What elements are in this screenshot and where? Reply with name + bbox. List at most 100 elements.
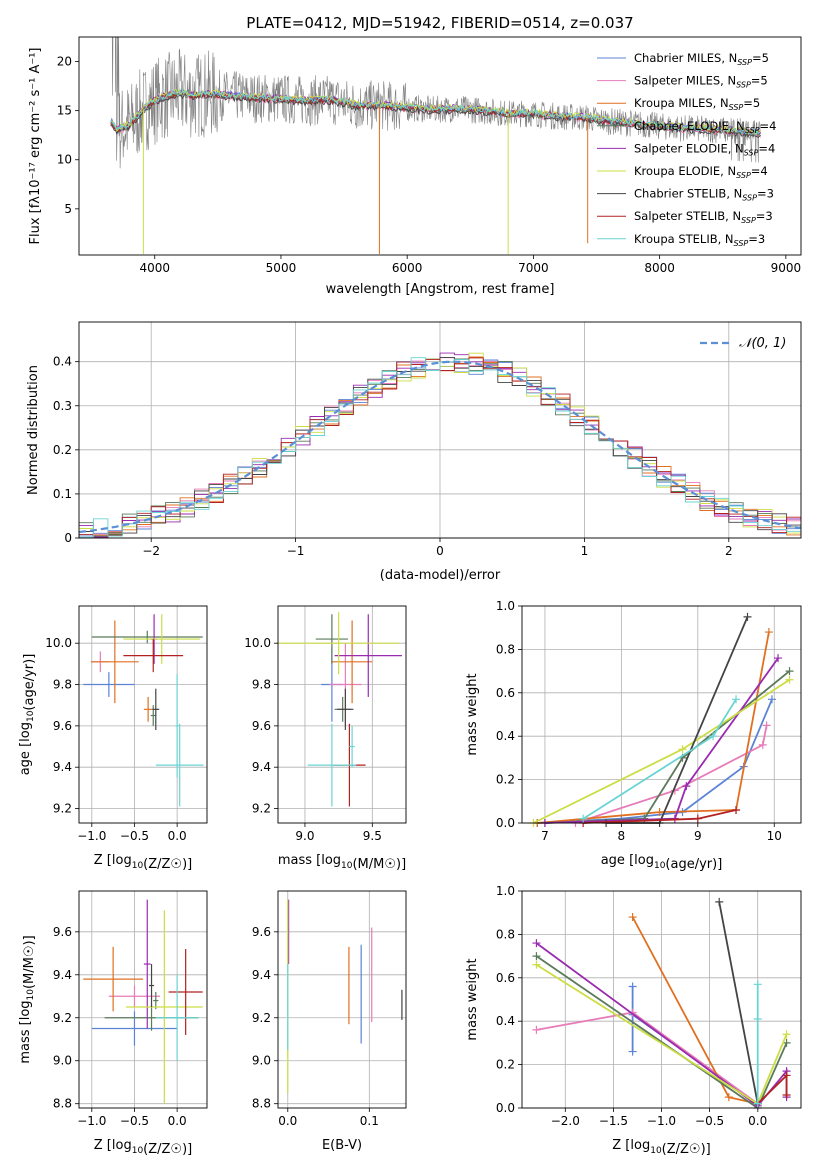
age-vs-mass-panel: 9.0 9.5 9.2 9.4 9.6 9.8 10.0 mass [log10(M/M☉)]: [244, 605, 407, 872]
y-tick-label: 15: [57, 104, 72, 118]
y-tick-label: 0.2: [496, 773, 515, 787]
x-tick-label: −0.5: [695, 1114, 724, 1128]
x-tick-label: 7: [541, 829, 549, 843]
y-tick-label: 0.4: [496, 1014, 515, 1028]
weight-marker: [753, 980, 762, 989]
weight-line: [718, 901, 759, 1104]
weight-marker: [767, 695, 776, 704]
weight-marker: [628, 1047, 637, 1056]
x-tick-label: 0.0: [168, 1114, 187, 1128]
x-tick-label: 9000: [771, 261, 802, 275]
weight-marker: [532, 939, 541, 948]
weight-marker: [693, 814, 702, 823]
legend-entry: Kroupa STELIB, NSSP=3: [634, 232, 765, 248]
weight-marker: [782, 1071, 791, 1080]
weight-marker: [532, 1025, 541, 1034]
legend-entry: Salpeter STELIB, NSSP=3: [634, 209, 773, 225]
legend-entry: Salpeter ELODIE, NSSP=4: [634, 141, 775, 157]
y-tick-label: 0.4: [53, 355, 72, 369]
weight-marker: [628, 913, 637, 922]
x-axis-label: (data-model)/error: [380, 568, 501, 583]
weight-marker: [782, 1030, 791, 1039]
y-tick-label: 0: [64, 531, 72, 545]
x-axis-label: wavelength [Angstrom, rest frame]: [326, 282, 555, 297]
spectrum-plot: [110, 37, 761, 255]
weight-marker: [715, 897, 724, 906]
weight-line: [631, 916, 758, 1105]
x-tick-label: −1: [287, 544, 305, 558]
weight-marker: [758, 740, 767, 749]
y-tick-label: 0.0: [496, 1101, 515, 1115]
legend-entry: Kroupa ELODIE, NSSP=4: [634, 164, 768, 180]
y-tick-label: 9.4: [53, 968, 72, 982]
observed-spectrum: [111, 37, 761, 169]
y-axis-label: Flux [fλ10⁻¹⁷ erg cm⁻² s⁻¹ A⁻¹]: [28, 48, 43, 245]
legend-entry: Kroupa MILES, NSSP=5: [634, 96, 760, 112]
weight-line: [582, 698, 737, 820]
y-tick-label: 10.0: [45, 636, 72, 650]
axes-frame: [521, 605, 802, 824]
x-tick-label: −0.5: [120, 1114, 149, 1128]
error-bars: [83, 614, 204, 807]
x-tick-label: 4000: [139, 261, 170, 275]
weight-marker: [678, 745, 687, 754]
y-tick-label: 5: [64, 202, 72, 216]
error-bars: [83, 899, 203, 1104]
y-tick-label: 9.2: [53, 1011, 72, 1025]
histograms: [79, 352, 801, 538]
weight-marker: [655, 808, 664, 817]
residuals-panel: −2 −1 0 1 2 0 0.1 0.2 0.3 0.4 (data-model)/error No…: [26, 321, 802, 583]
weight-vs-age-panel: 7 8 9 10 0.0 0.2 0.4 0.6 0.8 1.0 age [log10(age/yr…: [465, 599, 802, 872]
weight-vs-Z-panel: −2.0 −1.5 −1.0 −0.5 0.0 0.0 0.2 0.4 0.6 0.8 1.0 Z […: [465, 884, 802, 1157]
y-axis-label: mass weight: [465, 958, 480, 1040]
x-tick-label: 9: [694, 829, 702, 843]
y-tick-label: 0.4: [496, 729, 515, 743]
axes-frame: [521, 890, 802, 1109]
y-tick-label: 8.8: [53, 1097, 72, 1111]
x-tick-label: 0: [436, 544, 444, 558]
panels: 4000 5000 6000 7000 8000 90005101520wavelengt…: [18, 36, 802, 1157]
y-axis-label: mass [log10(M/M☉)]: [18, 935, 37, 1063]
weight-marker: [732, 695, 741, 704]
x-tick-label: −0.5: [120, 829, 149, 843]
x-tick-label: 9.5: [363, 829, 382, 843]
x-tick-label: −1.0: [77, 829, 106, 843]
x-tick-label: 1: [581, 544, 589, 558]
weight-marker: [709, 732, 718, 741]
y-tick-label: 9.2: [53, 802, 72, 816]
y-tick-label: 10.0: [244, 636, 271, 650]
x-axis-label: Z [log10(Z/Z☉)]: [94, 853, 192, 872]
age-vs-Z-panel: −1.0 −0.5 0.0 9.2 9.4 9.6 9.8 10.0 Z [log10(Z/Z☉…: [18, 605, 208, 872]
y-tick-label: 9.4: [252, 968, 271, 982]
y-tick-label: 20: [57, 55, 72, 69]
x-tick-label: 5000: [266, 261, 297, 275]
weight-marker: [579, 814, 588, 823]
figure-title: PLATE=0412, MJD=51942, FIBERID=0514, z=0…: [246, 14, 633, 32]
y-tick-label: 9.8: [53, 678, 72, 692]
y-tick-label: 9.6: [252, 719, 271, 733]
model-spectrum-line: [110, 90, 761, 137]
x-axis-label: E(B-V): [322, 1138, 362, 1153]
histogram-series: [79, 357, 801, 538]
x-tick-label: 0.1: [360, 1114, 379, 1128]
legend-entry: Chabrier STELIB, NSSP=3: [634, 187, 774, 203]
weight-marker: [732, 805, 741, 814]
y-tick-label: 0.6: [496, 686, 515, 700]
x-tick-label: 7000: [518, 261, 549, 275]
y-tick-label: 0.8: [496, 642, 515, 656]
y-tick-label: 8.8: [252, 1097, 271, 1111]
y-tick-label: 0.2: [53, 443, 72, 457]
y-tick-label: 9.0: [53, 1054, 72, 1068]
y-tick-label: 9.6: [252, 925, 271, 939]
legend-entry: Salpeter MILES, NSSP=5: [634, 74, 768, 90]
axes-frame: [78, 36, 802, 256]
spectrum-panel: 4000 5000 6000 7000 8000 9000 5 10 15 20 wavelengt…: [28, 36, 802, 297]
x-tick-label: −1.0: [77, 1114, 106, 1128]
x-tick-label: 2: [725, 544, 733, 558]
y-axis-label: Normed distribution: [26, 365, 41, 495]
y-tick-label: 9.2: [252, 802, 271, 816]
model-spectrum-line: [110, 87, 761, 137]
x-tick-label: 8000: [644, 261, 675, 275]
weight-line: [537, 631, 770, 824]
